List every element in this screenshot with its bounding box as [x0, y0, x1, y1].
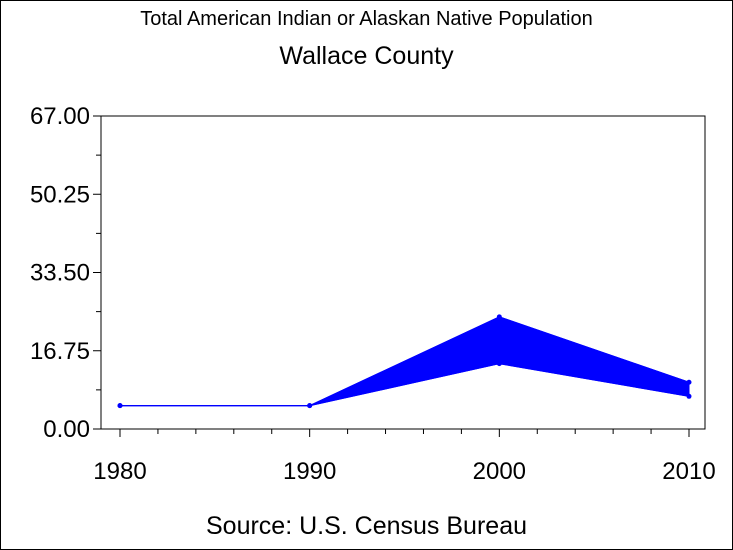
y-tick-label: 16.75 — [30, 338, 90, 365]
y-tick-label: 67.00 — [30, 103, 90, 130]
x-tick-label: 2010 — [662, 458, 715, 485]
chart-title: Total American Indian or Alaskan Native … — [140, 8, 593, 30]
series-upper-point — [496, 314, 502, 320]
series-lower-point — [686, 393, 692, 399]
x-tick-label: 1980 — [93, 458, 146, 485]
series-lower-point — [496, 361, 502, 367]
x-axis: 1980 1990 2000 2010 — [93, 429, 716, 485]
chart-source: Source: U.S. Census Bureau — [206, 512, 527, 540]
series-band — [117, 314, 692, 409]
series-upper-point — [686, 379, 692, 385]
y-tick-label: 33.50 — [30, 260, 90, 287]
series-lower-line — [120, 362, 690, 407]
x-tick-label: 1990 — [283, 458, 336, 485]
y-axis: 0.00 16.75 33.50 50.25 67.00 — [30, 103, 101, 443]
chart-subtitle: Wallace County — [279, 42, 454, 70]
y-tick-label: 0.00 — [43, 416, 90, 443]
x-tick-label: 2000 — [473, 458, 526, 485]
series-lower-point — [117, 403, 123, 409]
series-lower-point — [307, 403, 313, 409]
y-tick-label: 50.25 — [30, 181, 90, 208]
